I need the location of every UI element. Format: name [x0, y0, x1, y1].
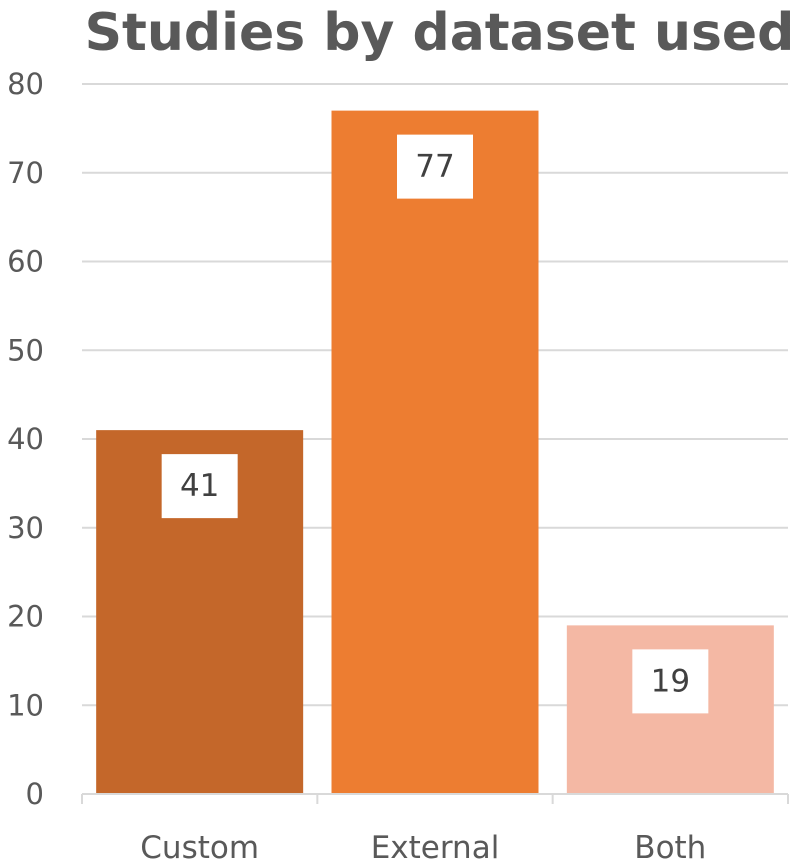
data-labels: 41 77 19 [161, 134, 709, 714]
y-tick-label: 70 [7, 156, 44, 190]
data-label-box [161, 454, 238, 519]
y-tick-label: 50 [7, 333, 44, 367]
data-label: 77 [415, 149, 454, 185]
x-category-label: Both [634, 830, 706, 866]
x-category-label: Custom [140, 830, 259, 866]
x-axis [81, 793, 789, 804]
y-tick-label: 30 [7, 511, 44, 545]
x-axis-category-labels: Custom External Both [140, 830, 706, 866]
y-tick-label: 0 [26, 777, 44, 811]
x-category-label: External [371, 830, 500, 866]
y-tick-label: 40 [7, 422, 44, 456]
y-tick-label: 10 [7, 688, 44, 722]
data-label-box [632, 649, 709, 714]
bars [96, 110, 774, 794]
chart-title: Studies by dataset used [84, 3, 795, 63]
y-tick-label: 60 [7, 245, 44, 279]
bar-external [331, 110, 539, 794]
y-tick-label: 20 [7, 600, 44, 634]
data-label: 19 [651, 663, 690, 699]
data-label: 41 [180, 468, 219, 504]
data-label-box [397, 134, 473, 199]
y-tick-label: 80 [7, 67, 44, 101]
y-axis-tick-labels: 0 10 20 30 40 50 60 70 80 [7, 67, 44, 811]
